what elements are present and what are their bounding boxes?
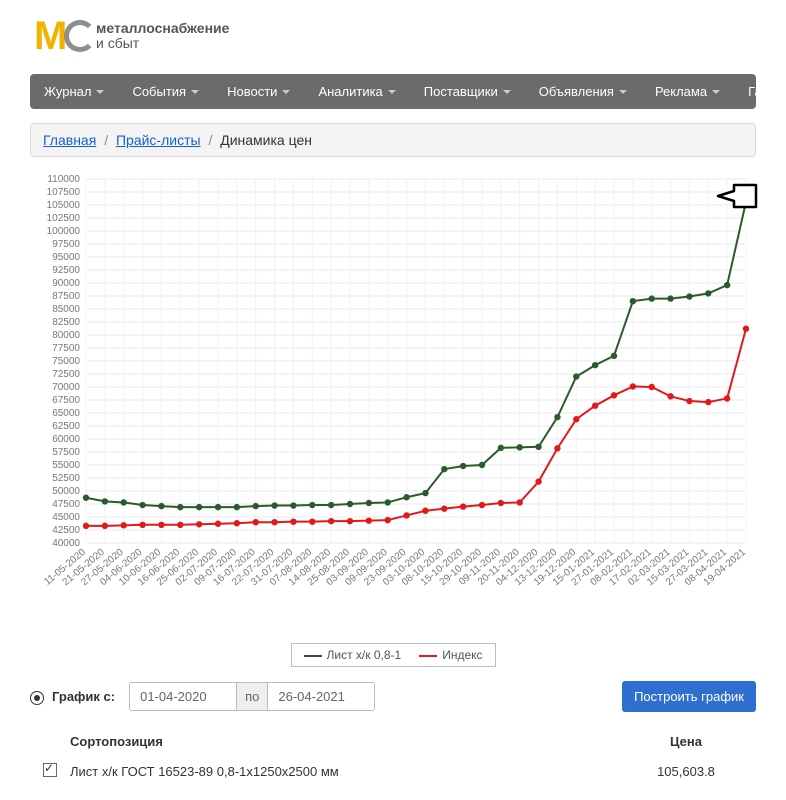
chevron-down-icon [96, 90, 104, 94]
nav-item-4[interactable]: Поставщики [410, 74, 525, 109]
svg-text:50000: 50000 [52, 486, 80, 497]
items-table: Сортопозиция Цена Лист х/к ГОСТ 16523-89… [30, 734, 756, 780]
nav-item-7[interactable]: Галерея [734, 74, 756, 109]
chart-svg: 40000 42500 45000 47500 50000 52500 55000 57500… [30, 175, 756, 635]
chevron-down-icon [388, 90, 396, 94]
chevron-down-icon [282, 90, 290, 94]
svg-text:65000: 65000 [52, 408, 80, 419]
svg-text:95000: 95000 [52, 252, 80, 263]
breadcrumb: Главная / Прайс-листы / Динамика цен [30, 123, 756, 157]
svg-text:80000: 80000 [52, 330, 80, 341]
breadcrumb-home[interactable]: Главная [43, 132, 96, 148]
col-head-name: Сортопозиция [70, 734, 616, 749]
build-chart-button[interactable]: Построить график [622, 681, 756, 712]
from-label: График с: [52, 689, 115, 704]
svg-text:57500: 57500 [52, 447, 80, 458]
svg-text:85000: 85000 [52, 304, 80, 315]
legend-item-0: Лист х/к 0,8-1 [304, 648, 402, 662]
date-range-group: по [129, 682, 375, 711]
nav-item-0[interactable]: Журнал [30, 74, 118, 109]
date-from-input[interactable] [130, 683, 236, 710]
col-head-price: Цена [616, 734, 756, 749]
row-price: 105,603.8 [616, 764, 756, 779]
svg-text:100000: 100000 [47, 226, 81, 237]
chevron-down-icon [619, 90, 627, 94]
svg-text:60000: 60000 [52, 434, 80, 445]
site-header: М металлоснабжение и сбыт [0, 0, 786, 74]
row-name: Лист х/к ГОСТ 16523-89 0,8-1х1250х2500 м… [70, 764, 616, 779]
svg-text:75000: 75000 [52, 356, 80, 367]
svg-text:92500: 92500 [52, 265, 80, 276]
svg-text:52500: 52500 [52, 473, 80, 484]
svg-text:87500: 87500 [52, 291, 80, 302]
svg-text:47500: 47500 [52, 499, 80, 510]
table-row: Лист х/к ГОСТ 16523-89 0,8-1х1250х2500 м… [30, 763, 756, 780]
chevron-down-icon [712, 90, 720, 94]
legend-swatch-icon [419, 655, 437, 657]
logo-mark-icon: М [34, 16, 82, 56]
chart-legend: Лист х/к 0,8-1 Индекс [291, 643, 496, 667]
price-chart: 40000 42500 45000 47500 50000 52500 55000 57500… [30, 175, 756, 635]
chevron-down-icon [503, 90, 511, 94]
nav-item-2[interactable]: Новости [213, 74, 304, 109]
date-to-input[interactable] [268, 683, 374, 710]
svg-text:77500: 77500 [52, 343, 80, 354]
svg-text:42500: 42500 [52, 525, 80, 536]
svg-text:102500: 102500 [47, 213, 81, 224]
chevron-down-icon [191, 90, 199, 94]
chart-controls: График с: по Построить график [30, 681, 756, 712]
svg-text:97500: 97500 [52, 239, 80, 250]
legend-item-1: Индекс [419, 648, 482, 662]
svg-text:110000: 110000 [47, 175, 80, 185]
svg-text:82500: 82500 [52, 317, 80, 328]
legend-swatch-icon [304, 655, 322, 657]
logo-line2: и сбыт [96, 36, 229, 51]
svg-text:67500: 67500 [52, 395, 80, 406]
svg-text:62500: 62500 [52, 421, 80, 432]
svg-text:107500: 107500 [47, 187, 81, 198]
svg-text:105000: 105000 [47, 200, 81, 211]
svg-text:55000: 55000 [52, 460, 80, 471]
arrow-pointer-icon [716, 181, 758, 211]
svg-text:90000: 90000 [52, 278, 80, 289]
breadcrumb-section[interactable]: Прайс-листы [116, 132, 201, 148]
svg-text:40000: 40000 [52, 538, 80, 549]
breadcrumb-current: Динамика цен [220, 132, 312, 148]
nav-item-5[interactable]: Объявления [525, 74, 641, 109]
main-nav: ЖурналСобытияНовостиАналитикаПоставщикиО… [30, 74, 756, 109]
row-checkbox[interactable] [43, 763, 57, 777]
svg-text:70000: 70000 [52, 382, 80, 393]
svg-text:72500: 72500 [52, 369, 80, 380]
nav-item-1[interactable]: События [118, 74, 213, 109]
logo-line1: металлоснабжение [96, 21, 229, 36]
svg-text:45000: 45000 [52, 512, 80, 523]
table-header-row: Сортопозиция Цена [30, 734, 756, 749]
from-radio-icon[interactable] [30, 691, 44, 705]
logo[interactable]: М металлоснабжение и сбыт [34, 16, 786, 56]
logo-text: металлоснабжение и сбыт [96, 21, 229, 52]
date-between-label: по [236, 683, 268, 710]
nav-item-3[interactable]: Аналитика [304, 74, 409, 109]
nav-item-6[interactable]: Реклама [641, 74, 734, 109]
